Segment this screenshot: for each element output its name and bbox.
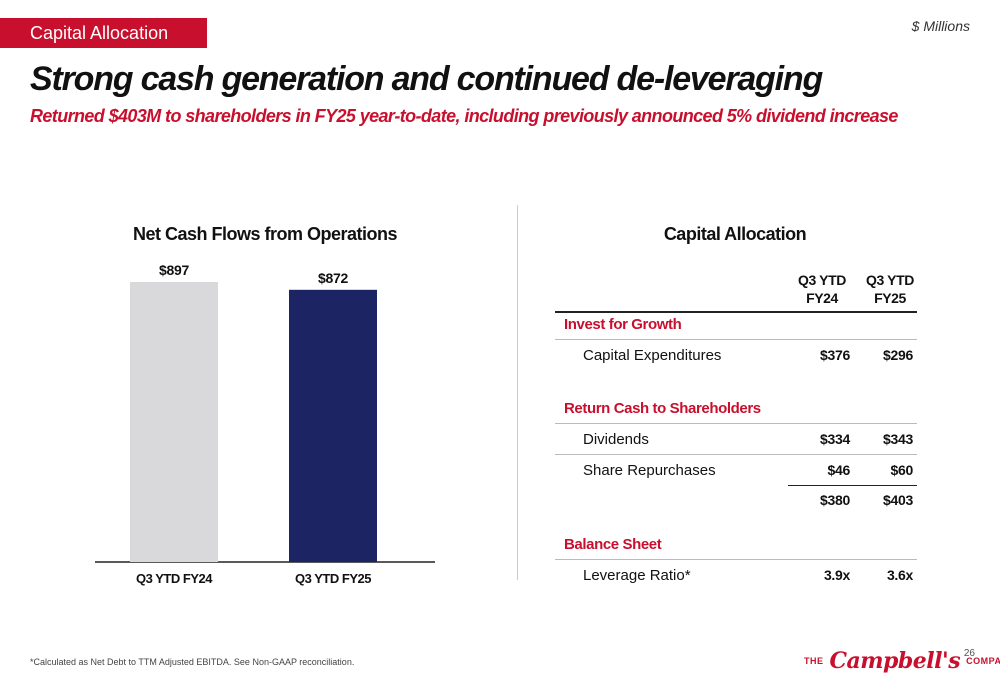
category-label: Q3 YTD FY25 xyxy=(295,571,371,586)
column-header-fy25: Q3 YTD FY25 xyxy=(866,272,914,306)
category-label: Q3 YTD FY24 xyxy=(136,571,213,586)
logo-prefix: THE xyxy=(804,656,824,666)
section-invest-for-growth: Invest for Growth xyxy=(564,316,682,333)
cell-total-fy24: $380 xyxy=(820,492,850,508)
page-title: Strong cash generation and continued de-… xyxy=(30,60,823,98)
bar-2 xyxy=(289,289,377,562)
section-rule xyxy=(555,339,917,340)
footnote: *Calculated as Net Debt to TTM Adjusted … xyxy=(30,657,355,667)
bar-value-label: $872 xyxy=(318,270,348,286)
page-subtitle: Returned $403M to shareholders in FY25 y… xyxy=(30,106,898,126)
company-logo: THE Campbell's COMPANY xyxy=(804,646,1000,676)
total-rule xyxy=(788,485,917,486)
row-label-leverage-ratio: Leverage Ratio* xyxy=(583,567,691,584)
header-rule xyxy=(555,311,917,313)
section-balance-sheet: Balance Sheet xyxy=(564,536,662,553)
row-label-dividends: Dividends xyxy=(583,431,649,448)
logo-wordmark: Campbell's xyxy=(829,648,961,674)
bar-1 xyxy=(130,282,218,562)
cell-dividends-fy24: $334 xyxy=(820,431,850,447)
cell-capex-fy25: $296 xyxy=(883,347,913,363)
table-title: Capital Allocation xyxy=(663,224,807,244)
net-cash-flows-chart: $897 Q3 YTD FY24 $872 Q3 YTD FY25 xyxy=(95,262,435,586)
cell-repurchases-fy24: $46 xyxy=(827,462,851,478)
cell-leverage-fy25: 3.6x xyxy=(886,567,913,583)
cell-repurchases-fy25: $60 xyxy=(890,462,914,478)
cell-capex-fy24: $376 xyxy=(820,347,850,363)
section-tag: Capital Allocation xyxy=(0,18,207,48)
bar-value-label: $897 xyxy=(159,262,189,278)
units-label: $ Millions xyxy=(911,18,970,34)
logo-suffix: COMPANY xyxy=(966,656,1000,666)
section-rule xyxy=(555,559,917,560)
column-header-fy24: Q3 YTD FY24 xyxy=(798,272,846,306)
cell-dividends-fy25: $343 xyxy=(883,431,913,447)
row-rule xyxy=(555,454,917,455)
section-rule xyxy=(555,423,917,424)
cell-total-fy25: $403 xyxy=(883,492,913,508)
row-label-share-repurchases: Share Repurchases xyxy=(583,462,716,479)
chart-title: Net Cash Flows from Operations xyxy=(132,224,398,244)
cell-leverage-fy24: 3.9x xyxy=(823,567,850,583)
column-divider xyxy=(517,205,518,580)
section-return-cash: Return Cash to Shareholders xyxy=(564,400,761,417)
row-label-capital-expenditures: Capital Expenditures xyxy=(583,347,722,364)
page-number: 26 xyxy=(963,648,975,659)
